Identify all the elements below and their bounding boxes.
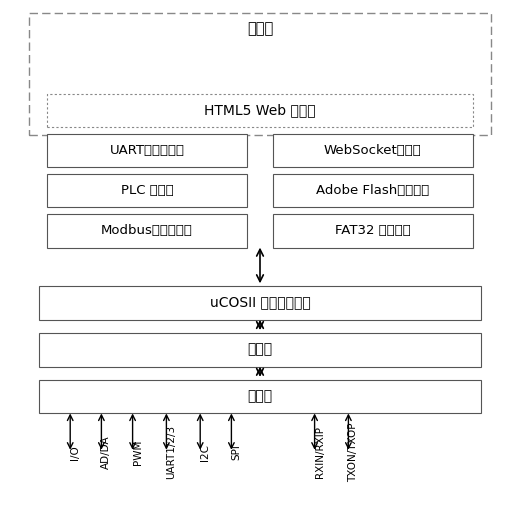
Text: I/O: I/O xyxy=(70,445,80,460)
Text: 驱动层: 驱动层 xyxy=(248,343,272,356)
Text: UART1/2/3: UART1/2/3 xyxy=(166,425,176,479)
Text: AD/DA: AD/DA xyxy=(101,436,111,469)
Text: RXIN/RXIP: RXIN/RXIP xyxy=(315,426,324,478)
Text: I2C: I2C xyxy=(200,444,210,461)
FancyBboxPatch shape xyxy=(47,94,473,127)
Text: SPI: SPI xyxy=(231,445,241,460)
Text: FAT32 文件管理: FAT32 文件管理 xyxy=(335,224,411,237)
FancyBboxPatch shape xyxy=(47,134,247,167)
Text: Modbus协议服务器: Modbus协议服务器 xyxy=(101,224,193,237)
Text: UART串口服务器: UART串口服务器 xyxy=(110,144,185,157)
Text: PLC 服务器: PLC 服务器 xyxy=(121,184,174,197)
FancyBboxPatch shape xyxy=(39,333,481,367)
FancyBboxPatch shape xyxy=(273,174,473,207)
FancyBboxPatch shape xyxy=(29,13,491,135)
FancyBboxPatch shape xyxy=(39,380,481,413)
Text: PWM: PWM xyxy=(133,440,142,465)
FancyBboxPatch shape xyxy=(47,174,247,207)
Text: TXON/TXOP: TXON/TXOP xyxy=(348,423,358,482)
Text: HTML5 Web 服务器: HTML5 Web 服务器 xyxy=(204,103,316,117)
FancyBboxPatch shape xyxy=(39,286,481,320)
Text: WebSocket服务器: WebSocket服务器 xyxy=(324,144,422,157)
Text: Adobe Flash安全沙筱: Adobe Flash安全沙筱 xyxy=(316,184,430,197)
Text: uCOSII 实时系统内核: uCOSII 实时系统内核 xyxy=(210,296,310,309)
Text: 应用层: 应用层 xyxy=(247,21,273,36)
FancyBboxPatch shape xyxy=(47,214,247,248)
FancyBboxPatch shape xyxy=(273,134,473,167)
Text: 硬件层: 硬件层 xyxy=(248,389,272,403)
FancyBboxPatch shape xyxy=(273,214,473,248)
